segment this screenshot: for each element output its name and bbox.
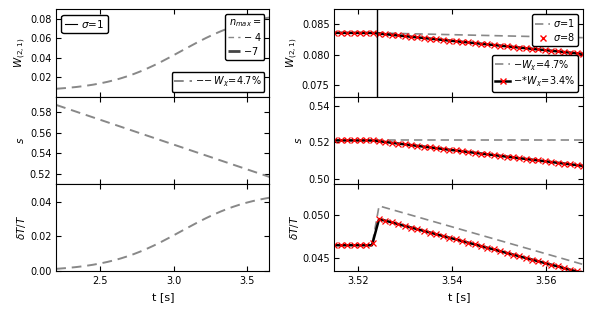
Y-axis label: $\delta T/T$: $\delta T/T$ bbox=[288, 215, 301, 240]
Legend: $-\!-W_{\chi}\!=\!4.7\%$: $-\!-W_{\chi}\!=\!4.7\%$ bbox=[172, 72, 265, 92]
Y-axis label: $W_{(2,1)}$: $W_{(2,1)}$ bbox=[13, 38, 28, 68]
X-axis label: t [s]: t [s] bbox=[152, 292, 174, 302]
Y-axis label: $\delta T/T$: $\delta T/T$ bbox=[15, 215, 28, 240]
Legend: $-W_{\chi}\!=\!4.7\%$, $-\!*\!W_{\chi}\!=\!3.4\%$: $-W_{\chi}\!=\!4.7\%$, $-\!*\!W_{\chi}\!… bbox=[493, 55, 578, 92]
Y-axis label: $W_{(2,1)}$: $W_{(2,1)}$ bbox=[285, 38, 301, 68]
X-axis label: t [s]: t [s] bbox=[448, 292, 470, 302]
Y-axis label: $s$: $s$ bbox=[15, 137, 25, 144]
Y-axis label: $s$: $s$ bbox=[294, 137, 304, 144]
